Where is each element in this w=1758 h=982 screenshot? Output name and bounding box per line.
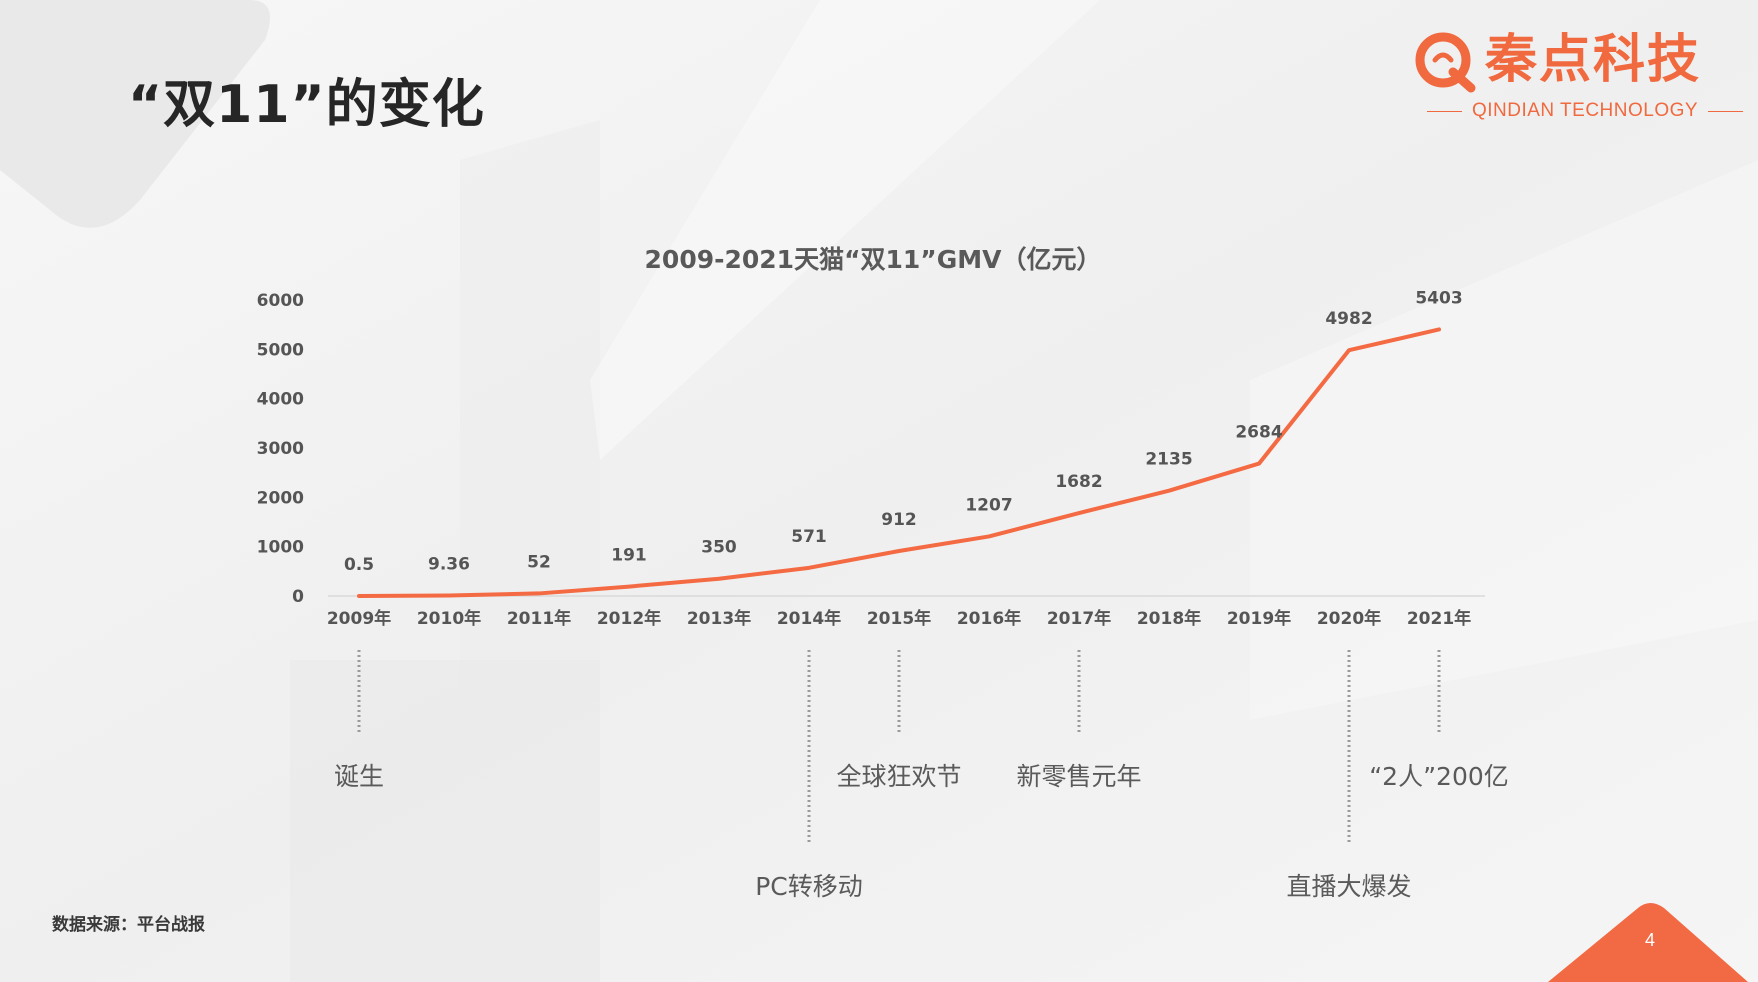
x-tick-label: 2010年 <box>417 608 481 629</box>
milestone-label: 新零售元年 <box>1016 762 1141 791</box>
y-tick-label: 6000 <box>257 291 304 311</box>
logo-mark-icon <box>1415 32 1476 93</box>
data-label: 2135 <box>1145 450 1192 470</box>
data-label: 1207 <box>965 495 1012 515</box>
x-tick-label: 2014年 <box>777 608 841 629</box>
y-tick-label: 2000 <box>257 488 304 508</box>
y-tick-label: 3000 <box>257 439 304 459</box>
data-label: 1682 <box>1055 472 1102 492</box>
x-tick-label: 2009年 <box>327 608 391 629</box>
milestone-label: 诞生 <box>334 762 384 791</box>
x-tick-label: 2018年 <box>1137 608 1201 629</box>
page-number: 4 <box>1644 930 1655 950</box>
page-badge-shape <box>1548 903 1748 982</box>
y-tick-label: 1000 <box>257 538 304 558</box>
data-label: 2684 <box>1235 423 1282 443</box>
x-tick-label: 2011年 <box>507 608 571 629</box>
data-labels: 0.5 9.36 52 191 350 571 912 1207 1682 2135 2684 498… <box>344 288 1463 575</box>
logo-rule-right <box>1708 110 1744 112</box>
series-line <box>357 327 1441 598</box>
data-label: 5403 <box>1415 288 1462 308</box>
logo-name-en: QINDIAN TECHNOLOGY <box>1471 100 1699 121</box>
y-axis-tick-labels: 0 1000 2000 3000 4000 5000 6000 <box>257 291 304 607</box>
data-label: 9.36 <box>428 555 470 575</box>
chart-title: 2009-2021天猫“双11”GMV（亿元） <box>645 245 1102 274</box>
x-axis-tick-labels: 2009年 2010年 2011年 2012年 2013年 2014年 2015年 2016年… <box>327 608 1471 629</box>
data-label: 191 <box>611 546 647 566</box>
company-logo: 秦点科技 QINDIAN TECHNOLOGY <box>1413 26 1744 126</box>
milestone-label: PC转移动 <box>755 872 863 901</box>
page-title: “双11”的变化 <box>128 75 485 135</box>
data-label: 4982 <box>1325 309 1372 329</box>
x-tick-label: 2016年 <box>957 608 1021 629</box>
logo-tagline-row: QINDIAN TECHNOLOGY <box>1427 98 1744 124</box>
x-tick-label: 2017年 <box>1047 608 1111 629</box>
logo-name-cn: 秦点科技 <box>1485 30 1702 90</box>
x-tick-label: 2020年 <box>1317 608 1381 629</box>
milestone-label: “2人”200亿 <box>1369 762 1509 791</box>
y-tick-label: 4000 <box>257 390 304 410</box>
logo-rule-left <box>1427 110 1462 112</box>
milestone-label: 全球狂欢节 <box>836 762 961 791</box>
milestone-label: 直播大爆发 <box>1286 872 1411 901</box>
y-tick-label: 0 <box>292 587 304 607</box>
data-source-note: 数据来源：平台战报 <box>52 915 205 935</box>
data-label: 0.5 <box>344 555 374 575</box>
x-tick-label: 2021年 <box>1407 608 1471 629</box>
y-tick-label: 5000 <box>257 340 304 360</box>
x-tick-label: 2013年 <box>687 608 751 629</box>
corner-shape <box>0 0 270 228</box>
data-label: 350 <box>701 538 737 558</box>
x-tick-label: 2019年 <box>1227 608 1291 629</box>
x-tick-label: 2012年 <box>597 608 661 629</box>
x-tick-label: 2015年 <box>867 608 931 629</box>
data-label: 912 <box>881 510 917 530</box>
data-label: 52 <box>527 552 551 572</box>
data-label: 571 <box>791 527 827 547</box>
